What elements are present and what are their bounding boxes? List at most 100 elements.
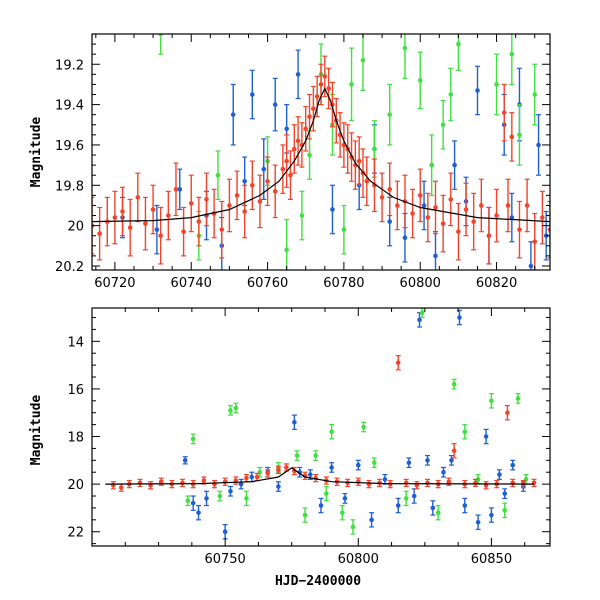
plot-area: [92, 34, 550, 270]
data-point: [249, 471, 255, 483]
data-point: [148, 481, 154, 490]
data-point: [382, 474, 388, 485]
data-point: [211, 479, 217, 489]
data-point: [295, 116, 301, 166]
data-point: [360, 148, 366, 198]
data-point: [502, 488, 508, 499]
data-point: [238, 478, 244, 490]
data-point: [97, 206, 103, 261]
data-point: [531, 478, 537, 488]
data-point: [150, 184, 156, 235]
data-point: [350, 519, 356, 535]
data-point: [456, 309, 462, 326]
data-point: [387, 83, 393, 146]
data-point: [342, 493, 348, 504]
data-point: [339, 504, 345, 521]
data-point: [222, 523, 228, 540]
data-point: [402, 34, 408, 79]
data-point: [494, 53, 500, 116]
data-point: [158, 477, 164, 486]
data-point: [379, 172, 385, 223]
data-point: [118, 483, 124, 492]
data-point: [403, 478, 409, 488]
data-point: [233, 476, 239, 485]
data-point: [502, 502, 508, 519]
data-point: [291, 124, 297, 174]
data-point: [310, 85, 316, 132]
data-point: [302, 507, 308, 523]
y-tick-label: 20: [67, 478, 84, 493]
data-point: [233, 402, 239, 414]
data-point: [294, 450, 300, 461]
data-point: [287, 150, 293, 201]
data-point: [272, 77, 278, 132]
bottom-x-axis-label: HJD−2400000: [275, 574, 361, 589]
data-point: [349, 47, 355, 122]
data-point: [494, 188, 500, 243]
bottom-y-axis-label: Magnitude: [29, 395, 44, 466]
data-point: [488, 507, 494, 523]
data-point: [126, 479, 132, 489]
y-tick-label: 19.2: [55, 58, 84, 73]
x-tick-label: 60800: [338, 552, 379, 567]
data-point: [323, 485, 329, 502]
data-point: [356, 136, 362, 186]
data-point: [249, 69, 255, 120]
data-point: [182, 456, 188, 465]
data-point: [284, 134, 290, 188]
full-panel: 60750 60800 60850 14 16 18 20 22: [67, 307, 551, 567]
plot-area: [105, 308, 537, 540]
series-blue: [120, 49, 549, 270]
data-point: [180, 478, 186, 488]
data-point: [364, 156, 370, 207]
data-point: [177, 168, 183, 211]
data-point: [318, 497, 324, 514]
x-tick-label: 60750: [204, 552, 245, 567]
x-tick-label: 60800: [400, 276, 441, 291]
model-curve: [92, 87, 550, 223]
data-point: [355, 477, 361, 486]
data-point: [204, 172, 209, 227]
data-point: [505, 178, 511, 233]
data-point: [297, 466, 303, 478]
data-point: [137, 478, 143, 488]
data-point: [227, 485, 233, 497]
data-point: [196, 196, 202, 247]
data-point: [275, 465, 281, 475]
data-point: [242, 184, 248, 239]
data-point: [299, 190, 305, 241]
data-point: [127, 198, 133, 257]
data-point: [455, 34, 461, 71]
data-point: [387, 162, 393, 217]
y-tick-label: 22: [67, 526, 84, 541]
data-point: [478, 178, 484, 233]
data-point: [219, 200, 225, 259]
data-point: [302, 471, 308, 480]
data-point: [355, 459, 361, 471]
data-point: [112, 190, 118, 245]
data-point: [230, 83, 236, 146]
data-point: [516, 200, 522, 259]
data-point: [243, 474, 249, 483]
zoom-panel: 60720 60740 60760 60780 60800 60820 19.2 19.4 19…: [55, 33, 551, 291]
model-curve: [105, 467, 535, 485]
data-point: [329, 81, 335, 128]
data-point: [452, 140, 458, 190]
data-point: [196, 504, 202, 521]
data-point: [417, 168, 423, 223]
series-red: [110, 355, 537, 492]
data-point: [510, 478, 516, 488]
data-point: [501, 83, 507, 142]
data-point: [395, 355, 401, 371]
data-point: [215, 150, 221, 201]
data-point: [204, 490, 209, 507]
data-point: [360, 34, 366, 92]
data-point: [504, 404, 510, 421]
data-point: [188, 174, 194, 233]
data-point: [524, 178, 530, 233]
data-point: [154, 204, 160, 255]
data-point: [539, 190, 545, 245]
data-point: [173, 162, 179, 217]
data-point: [165, 190, 171, 241]
data-point: [190, 495, 196, 511]
